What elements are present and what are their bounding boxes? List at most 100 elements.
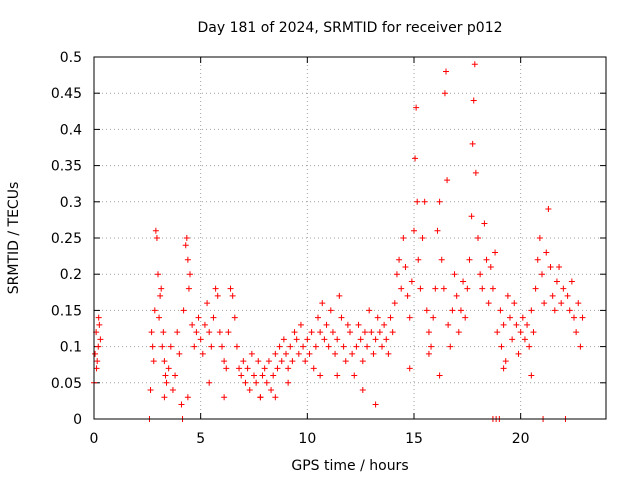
data-point (502, 358, 509, 365)
data-point (160, 329, 167, 336)
data-point (280, 336, 287, 343)
data-point (419, 235, 426, 241)
data-point (287, 343, 294, 350)
y-tick-label: 0.3 (60, 195, 82, 211)
data-point (357, 336, 364, 343)
data-point (460, 278, 467, 285)
plot-frame (93, 56, 607, 420)
data-point (97, 336, 104, 343)
data-point (406, 314, 413, 321)
data-point (289, 358, 296, 365)
data-point (566, 307, 573, 314)
data-point (575, 300, 582, 307)
data-point (274, 365, 281, 372)
data-point (257, 394, 264, 401)
data-point (370, 350, 377, 357)
data-point (443, 68, 449, 75)
data-point (244, 365, 251, 372)
data-point (206, 379, 213, 386)
data-point (383, 336, 390, 343)
data-point (558, 300, 565, 307)
y-axis-label: SRMTID / TECUs (6, 182, 22, 295)
x-tick-label: 10 (298, 431, 316, 447)
y-tick-labels: 0 0.05 0.1 0.15 0.2 0.25 0.3 0.35 0.4 0.45 0.5 (51, 50, 82, 428)
data-point (404, 292, 411, 299)
data-point (214, 292, 221, 299)
data-point (438, 256, 445, 263)
data-point (573, 329, 580, 336)
data-point (447, 343, 454, 350)
data-point (504, 292, 511, 299)
data-point (379, 343, 385, 350)
data-point (310, 365, 317, 372)
data-point (513, 321, 520, 328)
data-point (475, 235, 481, 241)
data-point (149, 343, 156, 350)
data-point (402, 263, 409, 270)
data-point (221, 358, 228, 365)
data-point (332, 350, 339, 357)
x-tick-label: 0 (90, 431, 99, 447)
data-point (579, 314, 586, 321)
data-point (393, 271, 400, 278)
data-point (353, 343, 360, 350)
data-point (436, 198, 443, 205)
data-point (511, 300, 518, 307)
data-point (172, 372, 179, 379)
data-point (428, 343, 435, 350)
data-point (468, 213, 475, 220)
data-point (571, 314, 577, 321)
data-point (151, 307, 158, 314)
data-point (372, 401, 379, 408)
data-point (568, 278, 575, 285)
data-point (372, 336, 379, 343)
data-point (351, 372, 358, 379)
data-point (477, 271, 484, 278)
data-point (532, 285, 539, 292)
data-point (487, 263, 494, 270)
data-point (481, 220, 488, 227)
data-point (430, 314, 437, 321)
grid-lines (94, 57, 606, 419)
data-point (425, 350, 432, 357)
data-point (229, 292, 236, 299)
data-point (189, 321, 196, 328)
data-point (344, 321, 351, 328)
data-point (95, 343, 102, 350)
data-point (364, 343, 371, 350)
data-point (150, 358, 157, 365)
x-tick-label: 15 (405, 431, 423, 447)
data-point (163, 379, 170, 386)
data-point (195, 314, 202, 321)
data-point (389, 329, 396, 336)
data-point (153, 235, 160, 241)
y-tick-label: 0.35 (51, 159, 82, 175)
data-point (185, 285, 192, 292)
data-point (411, 227, 417, 234)
data-point (253, 379, 260, 386)
data-point (421, 198, 428, 205)
data-point (534, 256, 541, 263)
data-point (469, 140, 476, 147)
y-tick-label: 0.25 (51, 231, 82, 247)
data-point (391, 300, 398, 307)
data-point (178, 401, 185, 408)
data-point (156, 314, 163, 321)
data-point (184, 394, 191, 401)
data-point (553, 278, 560, 285)
data-point (223, 365, 230, 372)
data-point (436, 372, 443, 379)
y-tick-label: 0.15 (51, 303, 82, 319)
data-point (268, 387, 275, 394)
data-point (440, 285, 447, 292)
data-point (248, 350, 255, 357)
data-point (95, 314, 102, 321)
data-point (302, 358, 309, 365)
data-point (319, 300, 326, 307)
data-point (180, 307, 187, 314)
data-point (165, 365, 172, 372)
data-point (361, 329, 368, 336)
data-point (182, 242, 189, 249)
